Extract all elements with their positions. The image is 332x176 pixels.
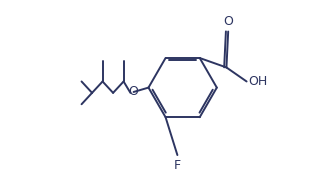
- Text: O: O: [223, 15, 233, 28]
- Text: OH: OH: [248, 75, 267, 88]
- Text: O: O: [129, 86, 138, 99]
- Text: F: F: [174, 159, 181, 172]
